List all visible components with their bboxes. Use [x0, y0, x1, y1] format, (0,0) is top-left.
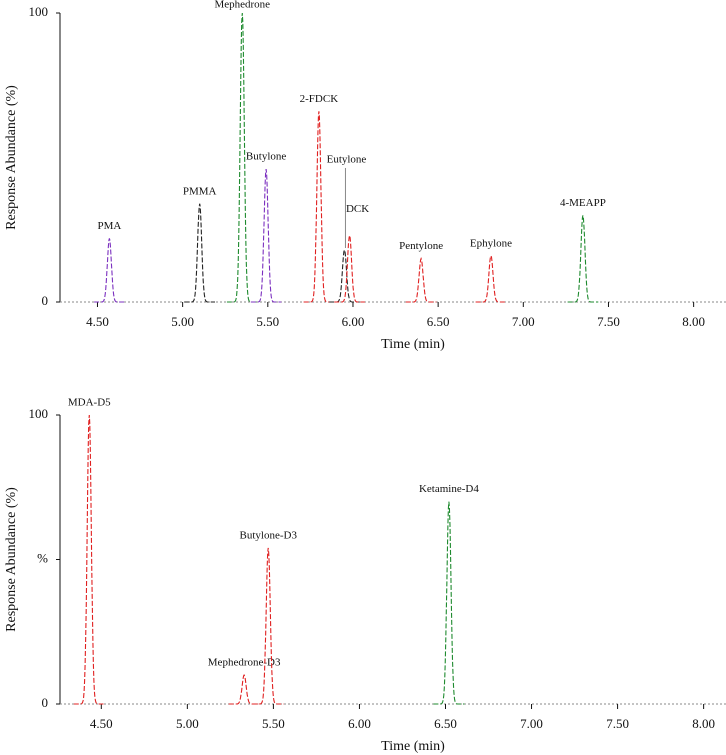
peak-label: Butylone-D3	[240, 529, 298, 541]
peak	[73, 414, 105, 705]
x-tick-label: 7.50	[597, 314, 620, 329]
y-tick-label: 0	[42, 293, 49, 308]
peak-label: 2-FDCK	[300, 93, 339, 105]
y-tick-label: %	[37, 550, 48, 565]
x-tick-label: 4.50	[86, 314, 109, 329]
peak-label: DCK	[346, 203, 369, 215]
x-tick-label: 6.50	[427, 314, 450, 329]
y-axis-label: Response Abundance (%)	[4, 487, 19, 632]
peak	[567, 215, 599, 303]
peak-label: MDA-D5	[68, 397, 111, 409]
peak	[433, 501, 465, 705]
peak-label: Mephedrone-D3	[208, 657, 281, 669]
x-tick-label: 8.00	[692, 716, 715, 731]
peak-label: Mephedrone	[214, 0, 270, 11]
peak	[405, 256, 437, 303]
peak	[228, 674, 260, 705]
peak-label: Ephylone	[470, 237, 512, 249]
x-tick-label: 4.50	[90, 716, 113, 731]
x-tick-label: 6.00	[342, 314, 365, 329]
x-tick-label: 7.00	[520, 716, 543, 731]
y-tick-label: 0	[42, 695, 49, 710]
x-tick-label: 8.00	[682, 314, 705, 329]
peak	[250, 169, 282, 303]
peak-label: Pentylone	[399, 240, 443, 252]
peak	[252, 547, 284, 705]
peak	[94, 238, 125, 303]
peak	[334, 235, 365, 303]
x-tick-label: 5.50	[262, 716, 285, 731]
x-tick-label: 7.50	[606, 716, 629, 731]
peak	[303, 111, 335, 303]
peak-label: Butylone	[246, 151, 286, 163]
y-axis-label: Response Abundance (%)	[4, 85, 19, 230]
x-tick-label: 6.50	[434, 716, 457, 731]
y-tick-label: 100	[29, 406, 49, 421]
peak-label: Eutylone	[327, 154, 367, 166]
x-axis-label: Time (min)	[381, 337, 445, 352]
x-tick-label: 5.50	[256, 314, 279, 329]
x-tick-label: 5.00	[171, 314, 194, 329]
x-tick-label: 6.00	[348, 716, 371, 731]
y-tick-label: 100	[29, 4, 49, 19]
x-axis-label: Time (min)	[381, 739, 445, 754]
peak	[184, 203, 215, 303]
peak	[329, 248, 360, 303]
peak-label: 4-MEAPP	[560, 197, 606, 209]
peak	[475, 254, 507, 303]
peak-label: PMMA	[183, 185, 217, 197]
peak-label: Ketamine-D4	[419, 483, 479, 495]
x-tick-label: 5.00	[176, 716, 199, 731]
peak-label: PMA	[97, 220, 121, 232]
x-tick-label: 7.00	[512, 314, 535, 329]
